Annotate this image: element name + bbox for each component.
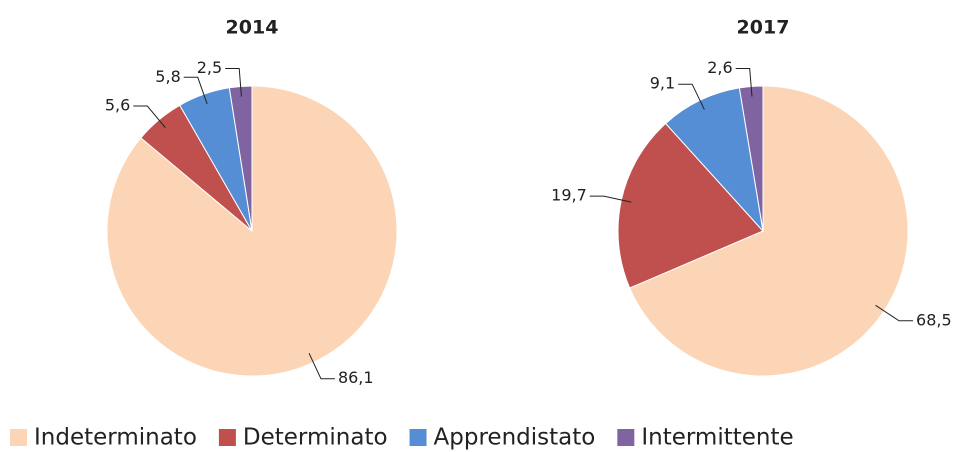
legend-label: Intermittente xyxy=(641,425,793,451)
legend-label: Determinato xyxy=(243,425,388,451)
legend-swatch xyxy=(218,429,236,446)
leader-line xyxy=(735,68,753,97)
leader-line xyxy=(589,195,632,203)
leader-line xyxy=(678,83,705,110)
data-label: 5,8 xyxy=(155,67,180,86)
data-label: 19,7 xyxy=(551,186,587,205)
data-label: 2,5 xyxy=(197,58,222,77)
legend-swatch xyxy=(617,429,635,446)
leader-line xyxy=(225,68,242,97)
legend-swatch xyxy=(10,429,27,446)
leader-line xyxy=(308,352,335,380)
data-label: 2,6 xyxy=(707,58,732,77)
legend-label: Apprendistato xyxy=(434,425,596,451)
leader-line xyxy=(183,76,208,105)
leader-line xyxy=(133,105,166,128)
chart-title: 2014 xyxy=(226,17,279,39)
chart-title: 2017 xyxy=(737,17,790,39)
leader-line xyxy=(875,304,914,322)
data-label: 86,1 xyxy=(338,368,374,387)
legend-swatch xyxy=(409,429,427,446)
data-label: 5,6 xyxy=(105,96,130,115)
legend-label: Indeterminato xyxy=(34,425,197,451)
data-label: 68,5 xyxy=(916,310,952,329)
data-label: 9,1 xyxy=(650,74,675,93)
